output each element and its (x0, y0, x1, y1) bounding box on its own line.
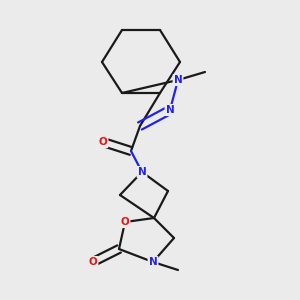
Text: O: O (99, 137, 107, 147)
Text: N: N (166, 105, 174, 115)
Text: O: O (88, 257, 98, 267)
Text: N: N (148, 257, 158, 267)
Text: N: N (174, 75, 182, 85)
Text: O: O (121, 217, 129, 227)
Text: N: N (138, 167, 146, 177)
